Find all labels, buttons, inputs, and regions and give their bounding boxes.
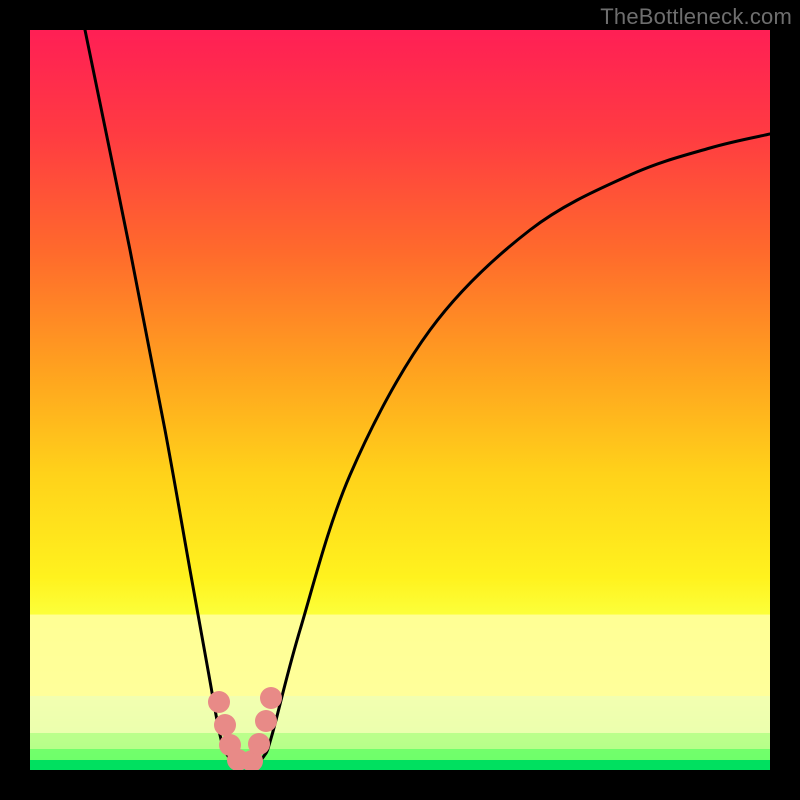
- curve-marker: [255, 710, 277, 732]
- curve-marker: [208, 691, 230, 713]
- curve-layer: [30, 30, 770, 770]
- marker-group: [208, 687, 282, 770]
- bottleneck-curve: [85, 30, 770, 767]
- curve-marker: [260, 687, 282, 709]
- plot-area: [30, 30, 770, 770]
- curve-marker: [248, 733, 270, 755]
- chart-frame: TheBottleneck.com: [0, 0, 800, 800]
- curve-marker: [214, 714, 236, 736]
- watermark-text: TheBottleneck.com: [600, 4, 792, 30]
